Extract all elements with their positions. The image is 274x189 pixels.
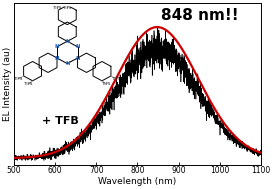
Text: + TFB: + TFB: [42, 116, 79, 126]
Text: 848 nm!!: 848 nm!!: [161, 8, 238, 23]
Y-axis label: EL Intensity (au): EL Intensity (au): [4, 47, 13, 121]
X-axis label: Wavelength (nm): Wavelength (nm): [98, 177, 176, 186]
